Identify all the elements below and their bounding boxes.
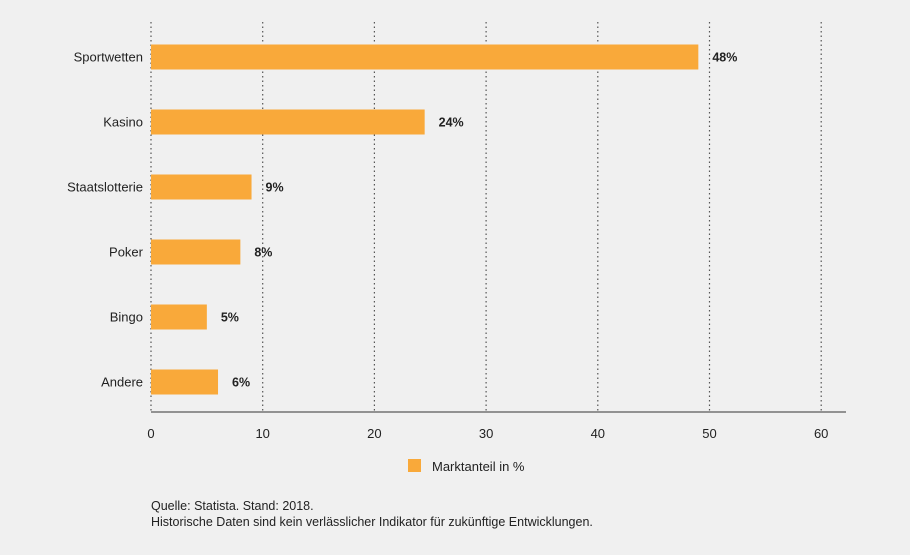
source-note: Quelle: Statista. Stand: 2018. <box>151 499 314 513</box>
x-tick-label: 60 <box>814 426 828 441</box>
value-label: 9% <box>266 181 284 195</box>
bar <box>151 239 241 265</box>
value-label: 24% <box>439 116 464 130</box>
bar <box>151 109 425 135</box>
value-label: 48% <box>712 51 737 65</box>
x-tick-label: 20 <box>367 426 381 441</box>
x-tick-label: 10 <box>255 426 269 441</box>
x-tick-label: 50 <box>702 426 716 441</box>
disclaimer-note: Historische Daten sind kein verlässliche… <box>151 515 593 529</box>
legend: Marktanteil in % <box>408 459 525 474</box>
category-label: Bingo <box>110 310 143 325</box>
axis-layer: 0 10 20 30 40 50 60 <box>147 411 846 441</box>
bar <box>151 304 207 330</box>
bar <box>151 44 699 70</box>
grid-layer <box>150 22 822 412</box>
value-label: 5% <box>221 311 239 325</box>
legend-label: Marktanteil in % <box>432 459 525 474</box>
category-label: Kasino <box>103 115 143 130</box>
legend-swatch <box>408 459 421 472</box>
category-label: Andere <box>101 375 143 390</box>
bar-layer <box>151 44 699 395</box>
category-label: Poker <box>109 245 144 260</box>
category-label: Staatslotterie <box>67 180 143 195</box>
label-layer: Sportwetten 48% Kasino 24% Staatslotterie 9% P… <box>67 50 737 390</box>
x-tick-label: 30 <box>479 426 493 441</box>
bar <box>151 174 252 200</box>
value-label: 8% <box>254 246 272 260</box>
category-label: Sportwetten <box>74 50 143 65</box>
bar <box>151 369 219 395</box>
x-tick-label: 40 <box>591 426 605 441</box>
x-tick-label: 0 <box>147 426 154 441</box>
value-label: 6% <box>232 376 250 390</box>
